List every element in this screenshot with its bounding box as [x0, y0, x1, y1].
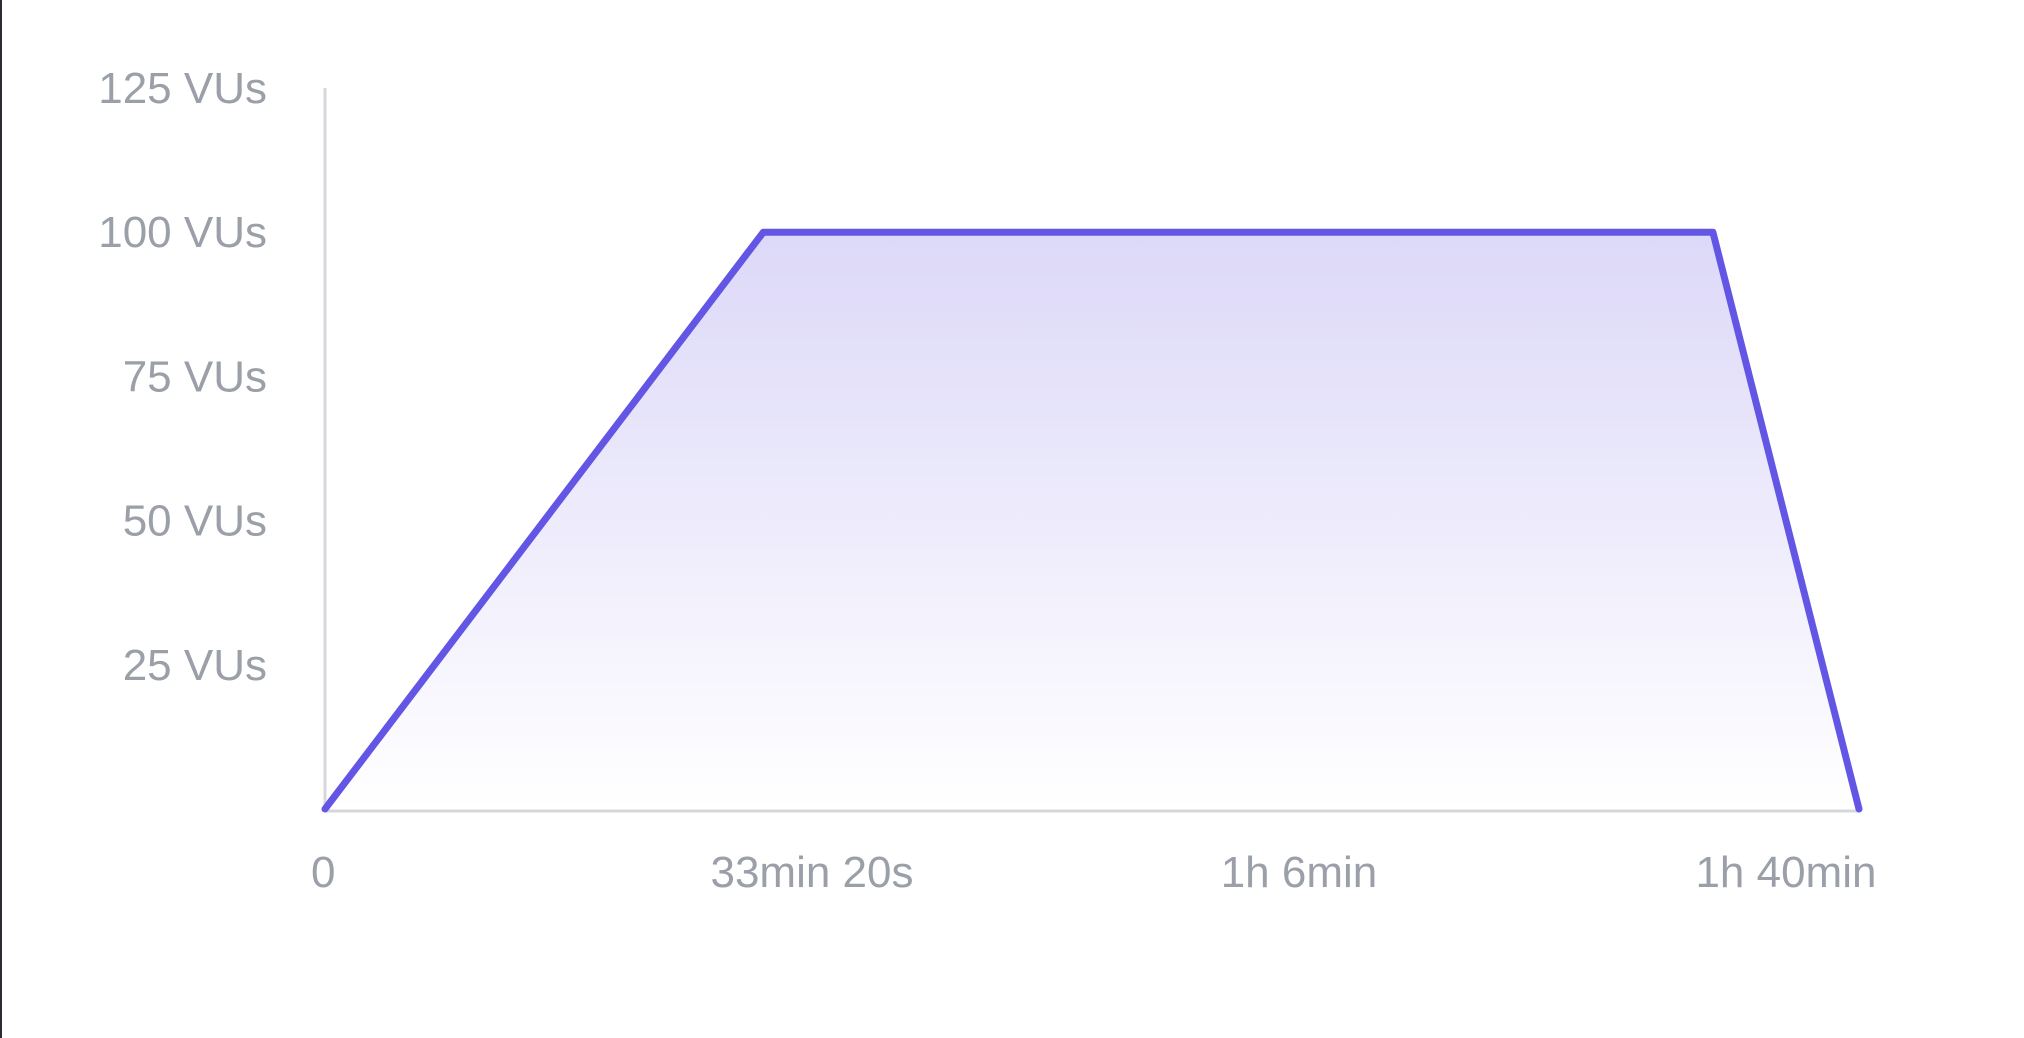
- y-tick-label: 125 VUs: [98, 64, 267, 113]
- y-tick-label: 100 VUs: [98, 208, 267, 257]
- y-tick-label: 25 VUs: [123, 641, 267, 690]
- x-tick-label: 1h 6min: [1221, 848, 1378, 897]
- x-tick-label: 1h 40min: [1695, 848, 1876, 897]
- x-tick-label: 33min 20s: [710, 848, 913, 897]
- x-tick-label: 0: [311, 848, 335, 897]
- y-tick-label: 75 VUs: [123, 352, 267, 401]
- y-tick-label: 50 VUs: [123, 497, 267, 546]
- vus-area-fill: [325, 232, 1859, 809]
- vus-series-line: [321, 228, 1863, 813]
